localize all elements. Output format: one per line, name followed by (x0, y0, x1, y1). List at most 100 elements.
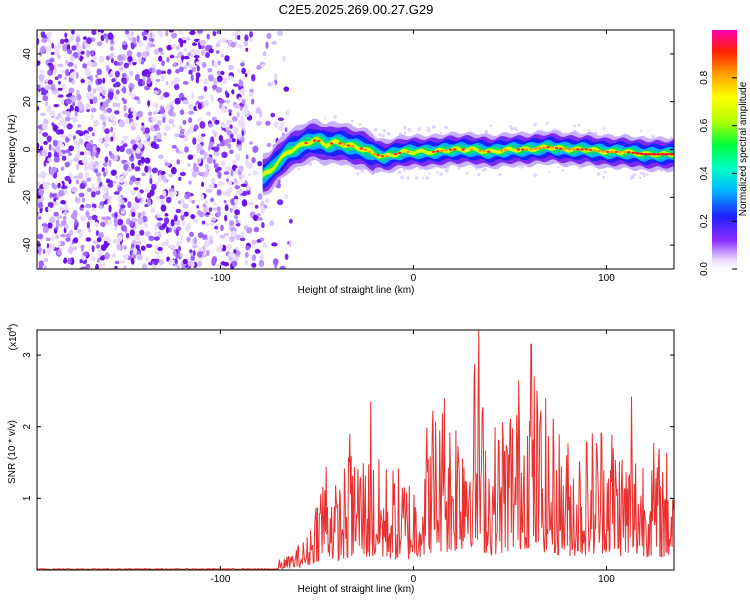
noise-speck (182, 258, 188, 265)
noise-speck (124, 30, 130, 35)
noise-speck (188, 117, 193, 124)
noise-speck (164, 213, 169, 217)
noise-speck (174, 55, 179, 59)
scatter-speck (651, 134, 655, 139)
noise-speck (186, 191, 192, 197)
noise-speck (161, 75, 165, 82)
noise-speck (210, 197, 215, 203)
trace-core (605, 150, 610, 154)
noise-speck (42, 248, 46, 255)
noise-speck (229, 149, 234, 155)
noise-speck (38, 201, 43, 209)
noise-speck (62, 215, 67, 221)
noise-speck (90, 112, 94, 121)
noise-speck (37, 142, 40, 149)
noise-speck (86, 177, 92, 182)
noise-speck (251, 254, 256, 262)
noise-speck (72, 116, 78, 123)
noise-speck (158, 55, 163, 62)
noise-speck (178, 132, 185, 136)
noise-speck (235, 153, 241, 161)
colorbar-tick-label: 0.6 (699, 118, 710, 132)
scatter-speck (594, 131, 598, 135)
snr-panel: -100 0 100 1 2 3 (x104) SNR (10 * v/v) Height… (7, 324, 675, 595)
noise-speck (85, 210, 90, 218)
trace-core (431, 150, 436, 153)
noise-speck (143, 35, 147, 41)
noise-speck (221, 191, 228, 196)
noise-speck (108, 150, 112, 157)
noise-speck (53, 151, 60, 158)
noise-speck (126, 218, 131, 225)
noise-speck (123, 265, 127, 269)
scatter-speck (356, 172, 360, 175)
noise-speck (55, 91, 60, 96)
noise-speck (117, 54, 124, 61)
noise-speck (60, 233, 66, 238)
noise-speck (119, 145, 125, 153)
trace-core (550, 146, 555, 149)
noise-speck (60, 115, 64, 122)
noise-speck (61, 220, 67, 226)
noise-speck (271, 242, 278, 247)
noise-speck (186, 223, 191, 231)
noise-speck (217, 70, 221, 75)
noise-speck (60, 134, 67, 139)
noise-speck (219, 234, 226, 239)
noise-speck (83, 156, 87, 163)
noise-speck (174, 97, 181, 105)
noise-speck (172, 123, 176, 128)
noise-speck (128, 180, 134, 186)
noise-speck (111, 180, 118, 184)
noise-speck (124, 181, 128, 186)
noise-speck (141, 51, 148, 59)
noise-speck (221, 244, 227, 252)
noise-speck (216, 211, 222, 217)
noise-speck (251, 157, 256, 164)
noise-speck (79, 182, 86, 190)
noise-speck (205, 52, 210, 58)
noise-speck (55, 116, 60, 120)
noise-speck (233, 214, 238, 220)
noise-speck (257, 217, 264, 221)
noise-speck (241, 67, 246, 75)
noise-speck (54, 234, 60, 240)
noise-speck (182, 40, 187, 44)
noise-speck (87, 215, 92, 221)
noise-speck (133, 187, 139, 191)
noise-speck (55, 49, 60, 56)
noise-speck (67, 246, 74, 255)
noise-speck (56, 215, 63, 220)
noise-speck (168, 109, 174, 117)
noise-speck (63, 258, 68, 264)
noise-speck (236, 140, 242, 145)
noise-speck (136, 110, 143, 118)
noise-speck (234, 198, 239, 205)
noise-speck (144, 157, 151, 164)
noise-speck (206, 156, 213, 164)
noise-speck (215, 227, 220, 235)
noise-speck (168, 118, 174, 124)
noise-speck (96, 172, 102, 178)
trace-core (461, 148, 466, 151)
noise-speck (162, 175, 167, 184)
noise-speck (230, 230, 237, 237)
spectrogram-marks (37, 30, 674, 269)
noise-speck (190, 255, 196, 261)
noise-speck (94, 221, 99, 228)
noise-speck (129, 86, 133, 93)
scatter-speck (509, 124, 513, 129)
noise-speck (226, 245, 231, 251)
noise-speck (123, 62, 129, 69)
scatter-speck (417, 127, 422, 131)
noise-speck (108, 204, 112, 213)
noise-speck (42, 132, 49, 137)
trace-core (546, 146, 550, 149)
noise-speck (202, 234, 208, 239)
noise-speck (40, 45, 46, 53)
noise-speck (120, 199, 125, 205)
scatter-speck (545, 121, 549, 125)
scatter-speck (428, 172, 431, 175)
trace-core (478, 149, 483, 152)
